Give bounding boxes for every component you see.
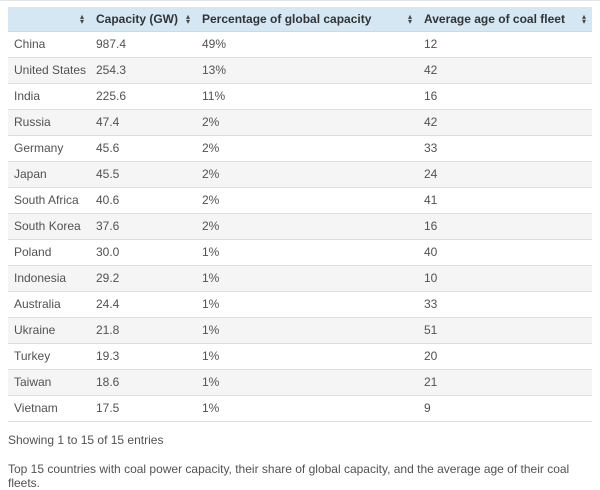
capacity-cell: 987.4 <box>90 31 196 58</box>
table-row: India 225.6 11% 16 <box>8 83 592 110</box>
capacity-cell: 47.4 <box>90 109 196 136</box>
col-header-capacity-label: Capacity (GW) <box>96 12 179 26</box>
age-cell: 21 <box>418 369 592 396</box>
country-cell: Australia <box>8 291 90 318</box>
table-row: Australia 24.4 1% 33 <box>8 291 592 318</box>
age-cell: 24 <box>418 161 592 188</box>
percentage-cell: 2% <box>196 161 418 188</box>
capacity-cell: 29.2 <box>90 265 196 292</box>
table-row: South Africa 40.6 2% 41 <box>8 187 592 214</box>
country-cell: United States <box>8 57 90 84</box>
sort-down-icon: ▾ <box>407 17 412 26</box>
capacity-cell: 254.3 <box>90 57 196 84</box>
sort-up-icon: ▴ <box>407 12 412 21</box>
sort-icon: ▴ ▾ <box>581 12 586 26</box>
capacity-cell: 17.5 <box>90 395 196 422</box>
sort-down-icon: ▾ <box>185 17 190 26</box>
sort-icon: ▴ ▾ <box>407 12 412 26</box>
country-cell: Ukraine <box>8 317 90 344</box>
showing-entries-text: Showing 1 to 15 of 15 entries <box>8 433 164 447</box>
percentage-cell: 1% <box>196 343 418 370</box>
sort-icon: ▴ ▾ <box>185 12 190 26</box>
sort-icon: ▴ ▾ <box>79 12 84 26</box>
country-cell: Turkey <box>8 343 90 370</box>
percentage-cell: 1% <box>196 239 418 266</box>
sort-up-icon: ▴ <box>581 12 586 21</box>
percentage-cell: 13% <box>196 57 418 84</box>
percentage-cell: 1% <box>196 291 418 318</box>
col-header-percentage-label: Percentage of global capacity <box>202 12 372 26</box>
col-header-country[interactable]: ▴ ▾ <box>8 7 90 32</box>
capacity-cell: 37.6 <box>90 213 196 240</box>
percentage-cell: 1% <box>196 395 418 422</box>
col-header-average-age[interactable]: Average age of coal fleet ▴ ▾ <box>418 7 592 32</box>
table-row: Ukraine 21.8 1% 51 <box>8 317 592 344</box>
col-header-capacity[interactable]: Capacity (GW) ▴ ▾ <box>90 7 196 32</box>
capacity-cell: 45.5 <box>90 161 196 188</box>
country-cell: Japan <box>8 161 90 188</box>
age-cell: 10 <box>418 265 592 292</box>
country-cell: Taiwan <box>8 369 90 396</box>
capacity-cell: 24.4 <box>90 291 196 318</box>
country-cell: South Africa <box>8 187 90 214</box>
sort-up-icon: ▴ <box>79 12 84 21</box>
table-row: Turkey 19.3 1% 20 <box>8 343 592 370</box>
country-cell: Indonesia <box>8 265 90 292</box>
age-cell: 12 <box>418 31 592 58</box>
country-cell: Vietnam <box>8 395 90 422</box>
col-header-average-age-label: Average age of coal fleet <box>424 12 565 26</box>
age-cell: 41 <box>418 187 592 214</box>
table-row: United States 254.3 13% 42 <box>8 57 592 84</box>
age-cell: 51 <box>418 317 592 344</box>
country-cell: India <box>8 83 90 110</box>
capacity-cell: 19.3 <box>90 343 196 370</box>
percentage-cell: 1% <box>196 369 418 396</box>
header-row: ▴ ▾ Capacity (GW) ▴ ▾ Percentage of global… <box>8 7 592 32</box>
age-cell: 42 <box>418 57 592 84</box>
sort-down-icon: ▾ <box>79 17 84 26</box>
age-cell: 16 <box>418 213 592 240</box>
country-cell: Poland <box>8 239 90 266</box>
table-row: Indonesia 29.2 1% 10 <box>8 265 592 292</box>
capacity-cell: 45.6 <box>90 135 196 162</box>
sort-up-icon: ▴ <box>185 12 190 21</box>
age-cell: 40 <box>418 239 592 266</box>
table-caption: Top 15 countries with coal power capacit… <box>8 462 570 490</box>
table-row: South Korea 37.6 2% 16 <box>8 213 592 240</box>
age-cell: 20 <box>418 343 592 370</box>
table-row: Germany 45.6 2% 33 <box>8 135 592 162</box>
percentage-cell: 2% <box>196 187 418 214</box>
capacity-cell: 18.6 <box>90 369 196 396</box>
capacity-cell: 225.6 <box>90 83 196 110</box>
table-row: China 987.4 49% 12 <box>8 31 592 58</box>
country-cell: China <box>8 31 90 58</box>
coal-capacity-table: ▴ ▾ Capacity (GW) ▴ ▾ Percentage of global… <box>8 7 592 422</box>
capacity-cell: 40.6 <box>90 187 196 214</box>
age-cell: 33 <box>418 135 592 162</box>
percentage-cell: 2% <box>196 135 418 162</box>
percentage-cell: 1% <box>196 317 418 344</box>
age-cell: 9 <box>418 395 592 422</box>
table-row: Vietnam 17.5 1% 9 <box>8 395 592 422</box>
percentage-cell: 2% <box>196 109 418 136</box>
table-row: Russia 47.4 2% 42 <box>8 109 592 136</box>
percentage-cell: 49% <box>196 31 418 58</box>
age-cell: 16 <box>418 83 592 110</box>
table-row: Japan 45.5 2% 24 <box>8 161 592 188</box>
capacity-cell: 21.8 <box>90 317 196 344</box>
table-row: Taiwan 18.6 1% 21 <box>8 369 592 396</box>
age-cell: 33 <box>418 291 592 318</box>
col-header-percentage[interactable]: Percentage of global capacity ▴ ▾ <box>196 7 418 32</box>
percentage-cell: 2% <box>196 213 418 240</box>
capacity-cell: 30.0 <box>90 239 196 266</box>
country-cell: Russia <box>8 109 90 136</box>
country-cell: Germany <box>8 135 90 162</box>
sort-down-icon: ▾ <box>581 17 586 26</box>
percentage-cell: 11% <box>196 83 418 110</box>
percentage-cell: 1% <box>196 265 418 292</box>
country-cell: South Korea <box>8 213 90 240</box>
age-cell: 42 <box>418 109 592 136</box>
table-row: Poland 30.0 1% 40 <box>8 239 592 266</box>
